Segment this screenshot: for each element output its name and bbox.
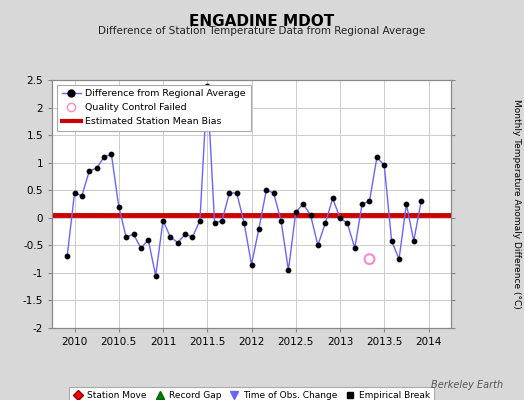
- Point: [107, 151, 116, 158]
- Point: [196, 217, 204, 224]
- Point: [329, 195, 337, 202]
- Point: [122, 234, 130, 240]
- Point: [151, 272, 160, 279]
- Point: [70, 190, 79, 196]
- Point: [218, 217, 226, 224]
- Point: [358, 201, 366, 207]
- Point: [291, 209, 300, 216]
- Point: [395, 256, 403, 262]
- Point: [299, 201, 307, 207]
- Point: [137, 245, 145, 251]
- Text: Berkeley Earth: Berkeley Earth: [431, 380, 503, 390]
- Point: [410, 238, 418, 244]
- Text: Monthly Temperature Anomaly Difference (°C): Monthly Temperature Anomaly Difference (…: [511, 99, 521, 309]
- Point: [373, 154, 381, 160]
- Point: [159, 217, 167, 224]
- Point: [365, 198, 374, 204]
- Point: [262, 187, 270, 194]
- Point: [233, 190, 241, 196]
- Point: [365, 256, 374, 262]
- Point: [255, 226, 263, 232]
- Point: [402, 201, 411, 207]
- Point: [351, 245, 359, 251]
- Point: [166, 234, 174, 240]
- Point: [144, 237, 152, 243]
- Point: [277, 217, 285, 224]
- Point: [314, 242, 322, 248]
- Point: [336, 214, 344, 221]
- Point: [181, 231, 189, 238]
- Point: [129, 231, 138, 238]
- Point: [387, 238, 396, 244]
- Text: Difference of Station Temperature Data from Regional Average: Difference of Station Temperature Data f…: [99, 26, 425, 36]
- Point: [269, 190, 278, 196]
- Point: [173, 239, 182, 246]
- Point: [225, 190, 234, 196]
- Point: [417, 198, 425, 204]
- Point: [380, 162, 388, 169]
- Point: [343, 220, 352, 226]
- Point: [188, 234, 196, 240]
- Point: [240, 220, 248, 226]
- Point: [284, 267, 292, 273]
- Point: [203, 82, 212, 89]
- Point: [321, 220, 330, 226]
- Point: [211, 220, 219, 226]
- Text: ENGADINE MDOT: ENGADINE MDOT: [189, 14, 335, 29]
- Point: [307, 212, 315, 218]
- Point: [63, 253, 71, 260]
- Legend: Station Move, Record Gap, Time of Obs. Change, Empirical Break: Station Move, Record Gap, Time of Obs. C…: [70, 387, 433, 400]
- Point: [78, 192, 86, 199]
- Point: [92, 165, 101, 171]
- Point: [247, 262, 256, 268]
- Point: [85, 168, 93, 174]
- Point: [115, 204, 123, 210]
- Point: [100, 154, 108, 160]
